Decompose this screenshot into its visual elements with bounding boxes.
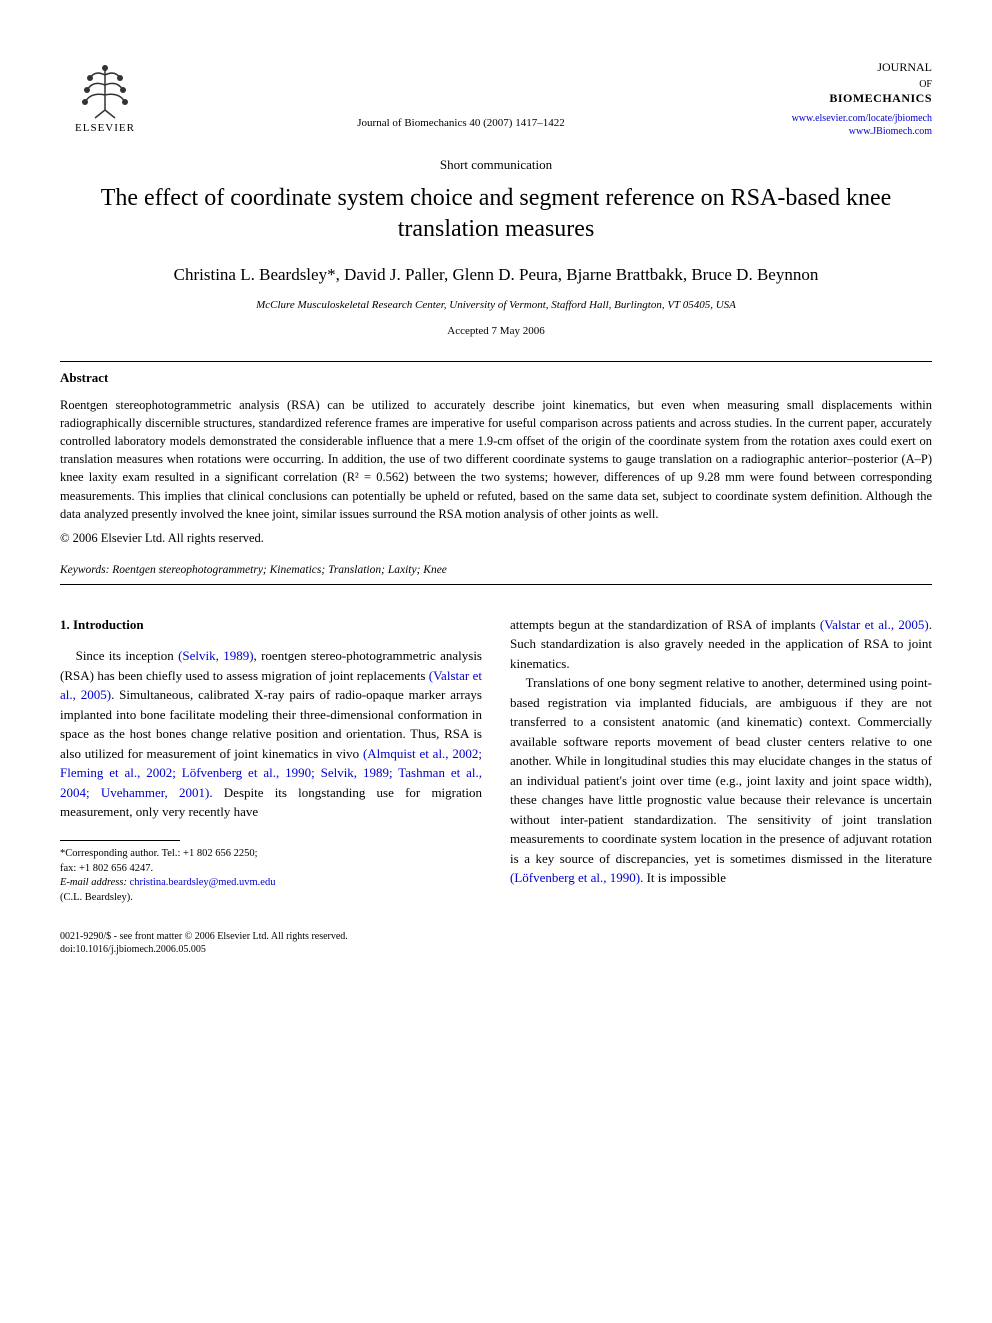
intro-paragraph-1: Since its inception (Selvik, 1989), roen…	[60, 646, 482, 822]
column-left: 1. Introduction Since its inception (Sel…	[60, 615, 482, 906]
footnote-email-row: E-mail address: christina.beardsley@med.…	[60, 876, 482, 891]
intro-paragraph-2: Translations of one bony segment relativ…	[510, 673, 932, 888]
abstract-text: Roentgen stereophotogrammetric analysis …	[60, 396, 932, 523]
page-header: ELSEVIER Journal of Biomechanics 40 (200…	[60, 60, 932, 137]
footer-line1: 0021-9290/$ - see front matter © 2006 El…	[60, 930, 932, 943]
footnote: *Corresponding author. Tel.: +1 802 656 …	[60, 847, 482, 906]
journal-title-line1: JOURNAL	[877, 60, 932, 74]
article-title: The effect of coordinate system choice a…	[60, 183, 932, 245]
journal-reference: Journal of Biomechanics 40 (2007) 1417–1…	[150, 117, 772, 137]
publisher-name: ELSEVIER	[75, 122, 135, 134]
journal-url-1[interactable]: www.elsevier.com/locate/jbiomech	[772, 113, 932, 124]
journal-title: JOURNAL OF BIOMECHANICS	[772, 60, 932, 107]
affiliation: McClure Musculoskeletal Research Center,…	[60, 299, 932, 311]
abstract-heading: Abstract	[60, 370, 932, 386]
citation-selvik-1989[interactable]: (Selvik, 1989)	[178, 648, 253, 663]
footer-doi: doi:10.1016/j.jbiomech.2006.05.005	[60, 943, 932, 956]
section-heading: 1. Introduction	[60, 615, 482, 635]
authors: Christina L. Beardsley*, David J. Paller…	[60, 263, 932, 287]
abstract-copyright: © 2006 Elsevier Ltd. All rights reserved…	[60, 531, 932, 546]
accepted-date: Accepted 7 May 2006	[60, 325, 932, 337]
keywords: Keywords: Roentgen stereophotogrammetry;…	[60, 564, 932, 576]
footnote-corresponding: *Corresponding author. Tel.: +1 802 656 …	[60, 847, 482, 862]
footnote-fax: fax: +1 802 656 4247.	[60, 862, 482, 877]
footnote-email[interactable]: christina.beardsley@med.uvm.edu	[130, 877, 276, 888]
citation-lofvenberg-1990[interactable]: (Löfvenberg et al., 1990)	[510, 870, 640, 885]
divider-top	[60, 361, 932, 362]
keywords-list: Roentgen stereophotogrammetry; Kinematic…	[112, 564, 447, 576]
column-right: attempts begun at the standardization of…	[510, 615, 932, 906]
citation-valstar-2005b[interactable]: (Valstar et al., 2005)	[820, 617, 929, 632]
intro-paragraph-1-cont: attempts begun at the standardization of…	[510, 615, 932, 674]
footnote-email-label: E-mail address:	[60, 877, 127, 888]
journal-title-block: JOURNAL OF BIOMECHANICS www.elsevier.com…	[772, 60, 932, 137]
footer: 0021-9290/$ - see front matter © 2006 El…	[60, 930, 932, 956]
journal-title-line2: OF	[919, 79, 932, 90]
elsevier-tree-icon	[75, 60, 135, 120]
body-columns: 1. Introduction Since its inception (Sel…	[60, 615, 932, 906]
journal-url-2[interactable]: www.JBiomech.com	[772, 126, 932, 137]
footnote-separator	[60, 840, 180, 841]
publisher-block: ELSEVIER	[60, 60, 150, 134]
divider-bottom	[60, 584, 932, 585]
journal-links: www.elsevier.com/locate/jbiomech www.JBi…	[772, 113, 932, 137]
article-type: Short communication	[60, 157, 932, 173]
footnote-name: (C.L. Beardsley).	[60, 891, 482, 906]
keywords-label: Keywords:	[60, 564, 109, 576]
journal-title-line3: BIOMECHANICS	[829, 91, 932, 105]
